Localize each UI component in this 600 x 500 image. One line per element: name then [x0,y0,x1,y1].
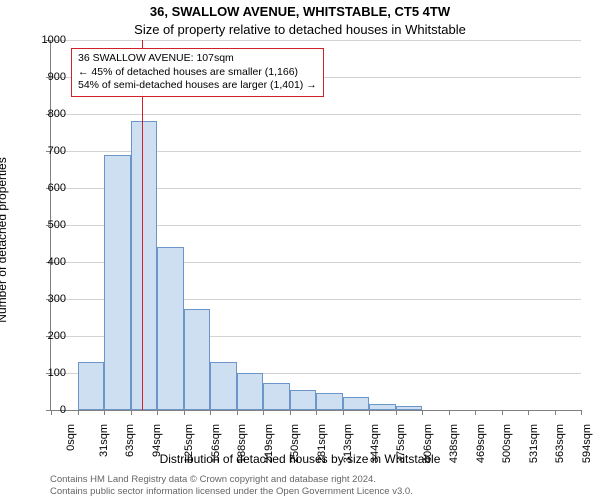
y-tick-label: 200 [16,330,66,342]
x-tick-mark [528,410,529,415]
x-tick-mark [263,410,264,415]
annotation-box: 36 SWALLOW AVENUE: 107sqm← 45% of detach… [71,48,324,97]
x-tick-label: 375sqm [395,424,407,463]
x-tick-label: 219sqm [263,424,275,463]
y-tick-label: 800 [16,108,66,120]
histogram-bar [263,383,290,410]
x-tick-mark [131,410,132,415]
histogram-bar [131,121,158,410]
x-tick-label: 125sqm [183,424,195,463]
x-tick-label: 0sqm [65,424,77,451]
annotation-line: 36 SWALLOW AVENUE: 107sqm [78,52,317,66]
x-tick-label: 500sqm [501,424,513,463]
x-tick-mark [210,410,211,415]
histogram-bar [210,362,237,410]
histogram-bar [369,404,396,410]
x-tick-label: 344sqm [369,424,381,463]
plot-area: 36 SWALLOW AVENUE: 107sqm← 45% of detach… [50,40,581,411]
x-tick-mark [78,410,79,415]
x-tick-mark [237,410,238,415]
y-tick-label: 400 [16,256,66,268]
x-tick-label: 438sqm [448,424,460,463]
x-tick-label: 313sqm [342,424,354,463]
histogram-bar [157,247,184,410]
x-tick-mark [316,410,317,415]
chart-title-line2: Size of property relative to detached ho… [0,22,600,37]
y-axis-label: Number of detached properties [0,157,9,322]
annotation-line: ← 45% of detached houses are smaller (1,… [78,66,317,80]
x-tick-mark [502,410,503,415]
x-tick-label: 531sqm [528,424,540,463]
histogram-bar [184,309,211,410]
grid-line [51,114,581,115]
x-tick-label: 31sqm [98,424,110,457]
histogram-bar [78,362,105,410]
x-tick-label: 406sqm [422,424,434,463]
chart-title-line1: 36, SWALLOW AVENUE, WHITSTABLE, CT5 4TW [0,4,600,19]
x-tick-label: 250sqm [289,424,301,463]
x-tick-mark [555,410,556,415]
x-tick-label: 563sqm [554,424,566,463]
x-tick-mark [157,410,158,415]
footer-line1: Contains HM Land Registry data © Crown c… [50,474,413,486]
histogram-bar [290,390,317,410]
x-tick-mark [343,410,344,415]
annotation-line: 54% of semi-detached houses are larger (… [78,79,317,93]
y-tick-label: 300 [16,293,66,305]
x-tick-mark [396,410,397,415]
y-tick-label: 100 [16,367,66,379]
x-tick-label: 63sqm [124,424,136,457]
x-tick-mark [104,410,105,415]
x-tick-label: 188sqm [236,424,248,463]
histogram-bar [104,155,131,410]
y-tick-label: 0 [16,404,66,416]
histogram-bar [316,393,343,410]
x-tick-mark [369,410,370,415]
y-tick-label: 700 [16,145,66,157]
histogram-bar [396,406,423,410]
x-tick-label: 94sqm [151,424,163,457]
x-tick-label: 469sqm [475,424,487,463]
x-tick-label: 281sqm [316,424,328,463]
x-tick-mark [449,410,450,415]
y-tick-label: 500 [16,219,66,231]
y-tick-label: 600 [16,182,66,194]
histogram-bar [237,373,264,410]
x-tick-mark [290,410,291,415]
y-tick-label: 1000 [16,34,66,46]
x-tick-label: 156sqm [210,424,222,463]
x-tick-label: 594sqm [581,424,593,463]
chart-container: 36, SWALLOW AVENUE, WHITSTABLE, CT5 4TW … [0,0,600,500]
x-tick-mark [422,410,423,415]
x-tick-mark [184,410,185,415]
footer-line2: Contains public sector information licen… [50,486,413,498]
grid-line [51,40,581,41]
y-tick-label: 900 [16,71,66,83]
x-tick-mark [581,410,582,415]
footer-attribution: Contains HM Land Registry data © Crown c… [50,474,413,498]
x-tick-mark [475,410,476,415]
histogram-bar [343,397,370,410]
